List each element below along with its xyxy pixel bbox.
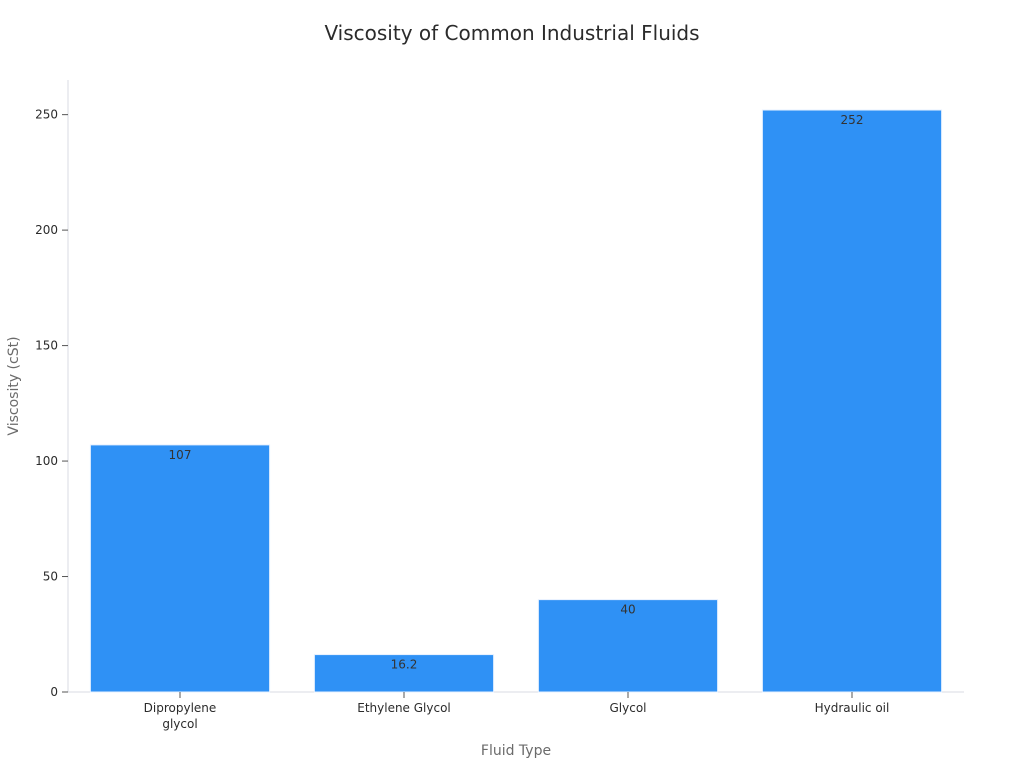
x-tick-label: Hydraulic oil — [815, 701, 890, 715]
y-axis-ticks: 0 50 100 150 200 250 — [35, 108, 68, 699]
y-tick-label: 150 — [35, 339, 58, 353]
bars — [89, 109, 943, 693]
bar — [537, 599, 719, 693]
y-tick-label: 0 — [50, 685, 58, 699]
y-tick-label: 50 — [43, 570, 58, 584]
x-tick-label: Dipropylene glycol — [144, 701, 217, 731]
x-tick-label: Glycol — [609, 701, 646, 715]
data-labels: 107 16.2 40 252 — [169, 113, 864, 672]
chart-title: Viscosity of Common Industrial Fluids — [324, 21, 699, 45]
bar-value-label: 252 — [841, 113, 864, 127]
x-axis-title: Fluid Type — [481, 743, 551, 759]
bar — [313, 654, 495, 693]
bar-value-label: 16.2 — [391, 658, 418, 672]
bar-value-label: 40 — [620, 603, 635, 617]
x-tick-label: Ethylene Glycol — [357, 701, 451, 715]
bar — [89, 444, 271, 693]
y-tick-label: 100 — [35, 454, 58, 468]
y-tick-label: 200 — [35, 223, 58, 237]
bar-value-label: 107 — [169, 448, 192, 462]
x-axis-ticks: Dipropylene glycol Ethylene Glycol Glycol Hy… — [144, 692, 890, 731]
y-axis-title: Viscosity (cSt) — [6, 336, 22, 435]
y-tick-label: 250 — [35, 108, 58, 122]
bar — [761, 109, 943, 693]
